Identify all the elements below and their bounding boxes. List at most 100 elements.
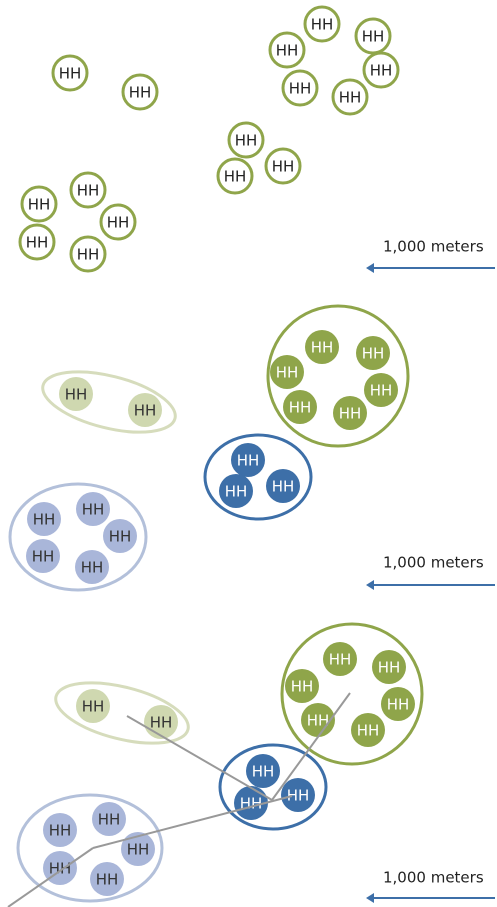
household-node (18, 223, 56, 261)
household-label: HH (378, 659, 401, 677)
household-label: HH (134, 402, 157, 420)
household-label: HH (276, 364, 299, 382)
group-outline (54, 681, 190, 745)
household-label: HH (82, 698, 105, 716)
household-node (331, 78, 369, 116)
household-node (264, 147, 302, 185)
household-label: HH (225, 483, 248, 501)
panel-3-groups (16, 622, 424, 903)
household-label: HH (311, 16, 334, 34)
connector (126, 715, 273, 801)
household-label: HH (289, 399, 312, 417)
household-node (283, 390, 317, 424)
household-label: HH (252, 763, 275, 781)
household-node (268, 31, 306, 69)
household-label: HH (129, 84, 152, 102)
household-label: HH (237, 452, 260, 470)
household-label: HH (26, 234, 49, 252)
connector (271, 692, 351, 801)
household-node (216, 157, 254, 195)
household-label: HH (33, 511, 56, 529)
group-outline (203, 433, 313, 521)
household-node (92, 802, 126, 836)
connections (7, 692, 351, 907)
household-node (43, 813, 77, 847)
household-label: HH (289, 80, 312, 98)
household-label: HH (77, 182, 100, 200)
household-label: HH (224, 168, 247, 186)
household-node (266, 469, 300, 503)
household-node (381, 687, 415, 721)
group-outline (266, 304, 410, 448)
household-node (219, 474, 253, 508)
household-node (103, 519, 137, 553)
household-label: HH (339, 89, 362, 107)
household-node (303, 5, 341, 43)
household-node (76, 689, 110, 723)
group-outline (218, 743, 328, 831)
household-label: HH (357, 722, 380, 740)
scale-bars: 1,000 meters 1,000 meters 1,000 meters (366, 238, 495, 903)
household-node (26, 539, 60, 573)
household-node (121, 832, 155, 866)
group-outline (280, 622, 424, 766)
household-node (59, 377, 93, 411)
household-label: HH (65, 386, 88, 404)
household-label: HH (59, 65, 82, 83)
household-label: HH (362, 28, 385, 46)
household-node (354, 17, 392, 55)
household-label: HH (81, 559, 104, 577)
household-node (234, 786, 268, 820)
panel-2-groups (8, 304, 410, 592)
household-node (76, 492, 110, 526)
household-node (121, 73, 159, 111)
arrow-head (366, 893, 374, 903)
household-label: HH (82, 501, 105, 519)
household-node (301, 703, 335, 737)
household-label: HH (370, 62, 393, 80)
household-label: HH (32, 548, 55, 566)
household-node (246, 754, 280, 788)
household-node (128, 393, 162, 427)
scale-label: 1,000 meters (383, 554, 484, 572)
household-node (27, 502, 61, 536)
household-label: HH (28, 196, 51, 214)
household-node (364, 373, 398, 407)
household-node (270, 355, 304, 389)
household-label: HH (272, 158, 295, 176)
group-outline (16, 793, 164, 903)
connector (92, 795, 293, 849)
household-node (323, 642, 357, 676)
household-label: HH (77, 246, 100, 264)
household-node (372, 650, 406, 684)
group-outline (41, 370, 177, 434)
household-label: HH (150, 714, 173, 732)
household-label: HH (272, 478, 295, 496)
household-node (20, 185, 58, 223)
household-label: HH (362, 345, 385, 363)
connector (7, 847, 94, 907)
scale-label: 1,000 meters (383, 869, 484, 887)
household-label: HH (235, 132, 258, 150)
household-node (362, 51, 400, 89)
group-outline (8, 482, 148, 592)
household-label: HH (96, 871, 119, 889)
household-node (333, 396, 367, 430)
household-node (51, 54, 89, 92)
household-label: HH (291, 678, 314, 696)
household-label: HH (387, 696, 410, 714)
household-label: HH (127, 841, 150, 859)
household-node (351, 713, 385, 747)
household-label: HH (311, 339, 334, 357)
household-node (75, 550, 109, 584)
household-label: HH (276, 42, 299, 60)
scale-label: 1,000 meters (383, 238, 484, 256)
household-node (99, 203, 137, 241)
household-node (90, 862, 124, 896)
arrow-head (366, 263, 374, 273)
arrow-head (366, 580, 374, 590)
household-label: HH (109, 528, 132, 546)
household-node (227, 121, 265, 159)
household-label: HH (307, 712, 330, 730)
